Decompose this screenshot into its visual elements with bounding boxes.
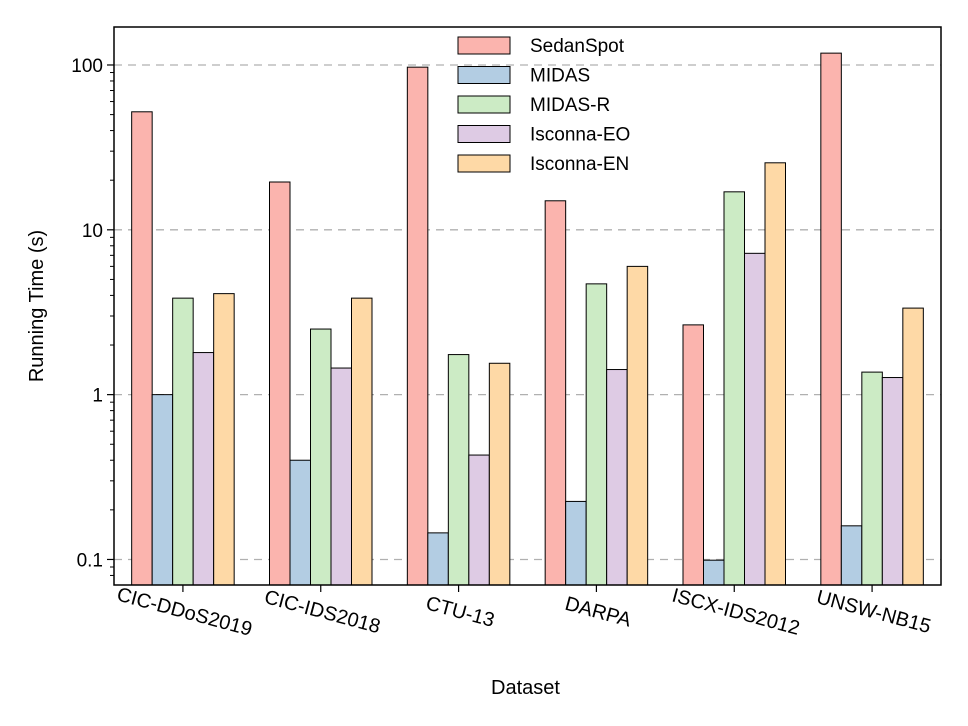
bar-midas-iscx-ids2012 bbox=[703, 559, 725, 586]
bar-sedanspot-cic-ddos2019 bbox=[131, 111, 153, 586]
x-tick-label: DARPA bbox=[563, 593, 634, 632]
bar-sedanspot-cic-ids2018 bbox=[269, 181, 291, 586]
legend-swatch-midas-r bbox=[457, 95, 511, 114]
bar-isconna-en-ctu-13 bbox=[488, 362, 511, 586]
x-tick-label: UNSW-NB15 bbox=[814, 586, 933, 638]
y-tick-label: 1 bbox=[92, 386, 103, 407]
bar-midas-r-darpa bbox=[585, 283, 608, 586]
y-axis-label: Running Time (s) bbox=[26, 230, 48, 382]
gridlines bbox=[114, 64, 941, 561]
legend-label-isconna-eo: Isconna-EO bbox=[530, 125, 630, 146]
plot-frame bbox=[113, 26, 942, 586]
x-tick-label: CIC-DDoS2019 bbox=[115, 584, 255, 641]
bar-isconna-eo-ctu-13 bbox=[468, 454, 490, 586]
y-tick-label: 100 bbox=[71, 56, 103, 77]
bar-midas-cic-ids2018 bbox=[289, 459, 311, 586]
bar-isconna-en-unsw-nb15 bbox=[902, 307, 924, 586]
bar-midas-unsw-nb15 bbox=[840, 525, 863, 586]
legend-label-sedanspot: SedanSpot bbox=[530, 36, 625, 57]
legend-swatch-sedanspot bbox=[457, 36, 511, 55]
bar-isconna-en-cic-ddos2019 bbox=[213, 293, 235, 586]
x-axis-label: Dataset bbox=[491, 677, 560, 699]
bar-midas-darpa bbox=[565, 500, 587, 586]
bar-isconna-eo-unsw-nb15 bbox=[881, 377, 904, 586]
x-tick-label: ISCX-IDS2012 bbox=[670, 585, 802, 640]
bar-midas-r-cic-ids2018 bbox=[310, 328, 332, 586]
bars bbox=[131, 52, 924, 586]
legend-label-midas: MIDAS bbox=[530, 66, 590, 87]
y-tick-label: 0.1 bbox=[77, 550, 103, 571]
bar-isconna-en-darpa bbox=[626, 265, 649, 586]
bar-isconna-eo-darpa bbox=[606, 369, 628, 586]
legend-swatch-isconna-eo bbox=[457, 125, 511, 143]
legend-label-midas-r: MIDAS-R bbox=[530, 95, 610, 116]
legend-swatch-midas bbox=[457, 66, 511, 84]
bar-isconna-en-iscx-ids2012 bbox=[764, 162, 786, 586]
bar-sedanspot-darpa bbox=[544, 200, 567, 586]
x-tick-label: CIC-IDS2018 bbox=[262, 586, 383, 638]
legend-swatch-isconna-en bbox=[457, 154, 511, 173]
bar-sedanspot-iscx-ids2012 bbox=[682, 324, 704, 586]
legend: SedanSpot MIDAS MIDAS-R Isconna-EO Isconna-E… bbox=[457, 36, 630, 175]
bar-midas-ctu-13 bbox=[427, 532, 449, 586]
bar-midas-cic-ddos2019 bbox=[151, 394, 174, 586]
bar-isconna-en-cic-ids2018 bbox=[351, 297, 373, 586]
bar-sedanspot-unsw-nb15 bbox=[820, 52, 842, 586]
legend-label-isconna-en: Isconna-EN bbox=[530, 154, 629, 175]
y-tick-label: 10 bbox=[82, 221, 103, 242]
x-tick-label: CTU-13 bbox=[423, 593, 496, 632]
bar-midas-r-unsw-nb15 bbox=[861, 371, 883, 586]
bar-sedanspot-ctu-13 bbox=[406, 66, 429, 586]
bar-midas-r-iscx-ids2012 bbox=[723, 191, 745, 586]
bar-midas-r-cic-ddos2019 bbox=[172, 297, 194, 586]
bar-isconna-eo-cic-ids2018 bbox=[330, 367, 352, 586]
bar-midas-r-ctu-13 bbox=[447, 354, 470, 586]
bar-isconna-eo-iscx-ids2012 bbox=[744, 252, 766, 586]
bar-isconna-eo-cic-ddos2019 bbox=[192, 352, 215, 586]
